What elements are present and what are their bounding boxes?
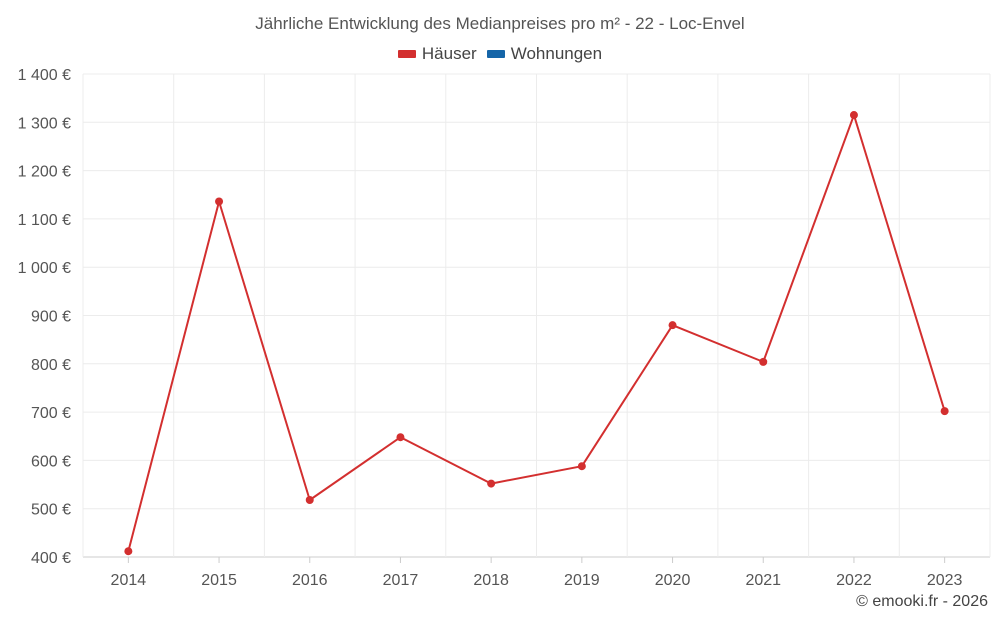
x-tick-label: 2022 (836, 572, 872, 589)
series-layer (124, 111, 949, 556)
legend-swatch-wohnungen (486, 50, 505, 58)
data-point[interactable] (215, 197, 224, 206)
data-point[interactable] (305, 496, 314, 505)
chart-title: Jährliche Entwicklung des Medianpreises … (255, 14, 745, 33)
data-point[interactable] (759, 357, 768, 366)
x-tick-label: 2023 (927, 572, 963, 589)
y-tick-label: 800 € (31, 357, 71, 374)
data-point[interactable] (396, 433, 405, 442)
y-tick-label: 900 € (31, 309, 71, 326)
y-tick-label: 1 000 € (18, 260, 71, 277)
data-point[interactable] (487, 479, 496, 488)
data-point[interactable] (577, 462, 586, 471)
y-tick-label: 1 400 € (18, 67, 71, 84)
copyright-footer: © emooki.fr - 2026 (856, 593, 988, 610)
x-tick-label: 2015 (201, 572, 237, 589)
chart-legend: Häuser Wohnungen (0, 44, 1000, 64)
legend-label-haeuser: Häuser (421, 44, 477, 63)
legend-item-haeuser[interactable]: Häuser (397, 44, 477, 64)
data-point[interactable] (668, 321, 677, 330)
legend-item-wohnungen[interactable]: Wohnungen (486, 44, 603, 64)
x-tick-label: 2019 (564, 572, 600, 589)
data-point[interactable] (124, 547, 133, 556)
legend-label-wohnungen: Wohnungen (510, 44, 603, 63)
data-point[interactable] (940, 407, 949, 416)
x-tick-label: 2021 (745, 572, 781, 589)
y-tick-label: 600 € (31, 453, 71, 470)
x-tick-label: 2017 (383, 572, 419, 589)
data-point[interactable] (849, 111, 858, 120)
x-tick-label: 2020 (655, 572, 691, 589)
y-tick-label: 1 100 € (18, 212, 71, 229)
axis-layer: 400 € 500 € 600 € 700 € 800 € 900 € 1 000 € 1 1… (18, 67, 963, 589)
y-tick-label: 500 € (31, 502, 71, 519)
y-tick-label: 700 € (31, 405, 71, 422)
legend-swatch-haeuser (397, 50, 416, 58)
series-line-0 (127, 114, 946, 552)
x-tick-label: 2014 (111, 572, 147, 589)
y-tick-label: 1 300 € (18, 115, 71, 132)
x-tick-label: 2016 (292, 572, 328, 589)
y-tick-label: 1 200 € (18, 164, 71, 181)
y-tick-label: 400 € (31, 550, 71, 567)
x-tick-label: 2018 (473, 572, 509, 589)
grid-layer (82, 73, 991, 558)
